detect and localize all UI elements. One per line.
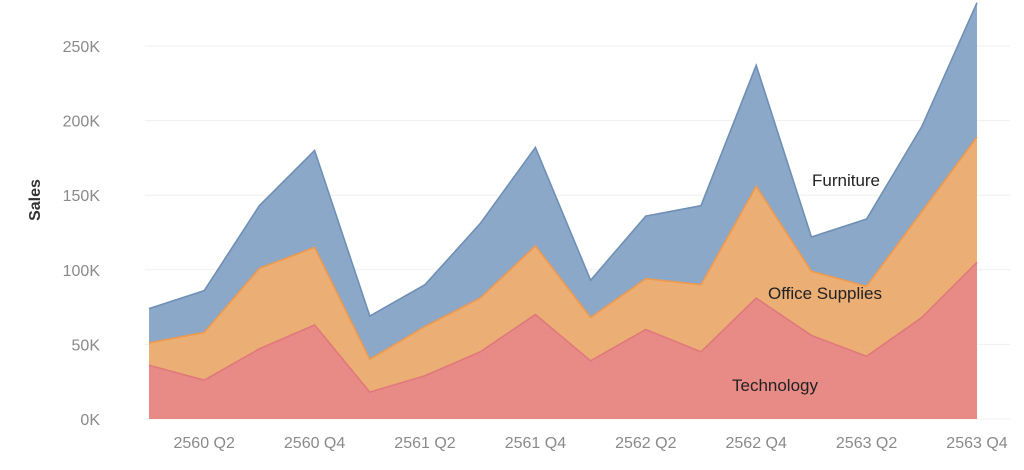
area-series xyxy=(148,2,978,420)
x-tick-label: 2560 Q2 xyxy=(174,435,235,452)
area-edge-technology xyxy=(148,261,978,394)
y-tick-label: 150K xyxy=(63,188,101,205)
area-edge-furniture xyxy=(148,2,978,318)
x-axis: 2560 Q2 2560 Q4 2561 Q2 2561 Q4 2562 Q2 2562 … xyxy=(174,435,1008,452)
x-tick-label: 2562 Q4 xyxy=(726,435,787,452)
y-tick-label: 50K xyxy=(72,337,101,354)
series-label-technology: Technology xyxy=(732,376,819,395)
y-tick-label: 200K xyxy=(63,114,101,131)
y-tick-label: 0K xyxy=(80,412,100,429)
x-tick-label: 2562 Q2 xyxy=(615,435,676,452)
x-tick-label: 2561 Q2 xyxy=(394,435,455,452)
x-tick-label: 2561 Q4 xyxy=(505,435,566,452)
y-axis-label: Sales xyxy=(27,179,44,221)
y-axis: 0K 50K 100K 150K 200K 250K xyxy=(63,39,101,429)
area-technology xyxy=(149,262,977,419)
series-label-office-supplies: Office Supplies xyxy=(768,284,882,303)
series-label-furniture: Furniture xyxy=(812,171,880,190)
y-tick-label: 100K xyxy=(63,263,101,280)
area-edge-office-supplies xyxy=(148,136,978,361)
x-tick-label: 2563 Q4 xyxy=(946,435,1007,452)
x-tick-label: 2563 Q2 xyxy=(836,435,897,452)
series-labels: Technology Office Supplies Furniture xyxy=(732,171,882,395)
x-tick-label: 2560 Q4 xyxy=(284,435,345,452)
y-tick-label: 250K xyxy=(63,39,101,56)
